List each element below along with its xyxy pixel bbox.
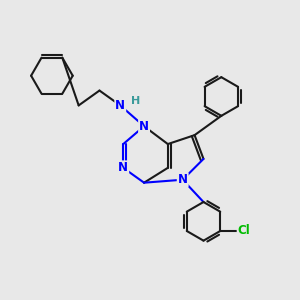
Text: N: N — [178, 173, 188, 186]
Text: N: N — [118, 161, 128, 174]
Text: N: N — [115, 99, 125, 112]
Text: N: N — [139, 120, 149, 133]
Text: H: H — [131, 96, 140, 106]
Text: Cl: Cl — [238, 224, 250, 238]
